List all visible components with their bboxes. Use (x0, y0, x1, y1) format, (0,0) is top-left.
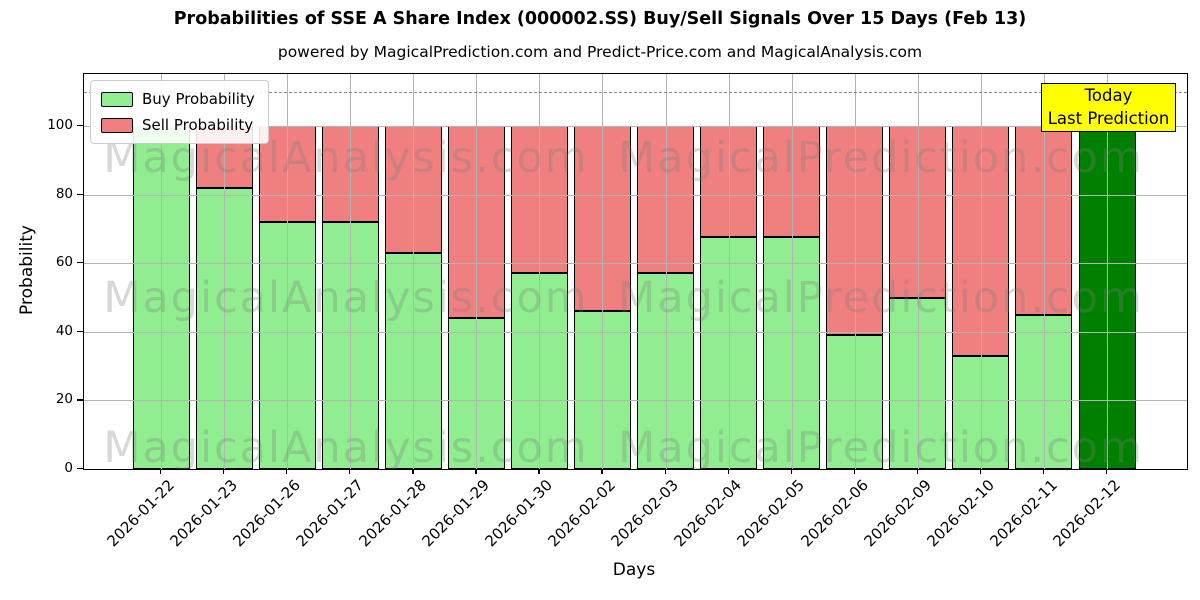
v-gridline (1043, 74, 1045, 469)
y-tick-mark (77, 399, 83, 401)
v-gridline (728, 74, 730, 469)
y-tick-label: 80 (55, 185, 73, 202)
x-tick-mark (601, 468, 603, 474)
v-gridline (602, 74, 604, 469)
h-gridline (84, 126, 1187, 127)
v-gridline (287, 74, 289, 469)
v-gridline (161, 74, 162, 469)
legend-label-buy: Buy Probability (142, 90, 255, 108)
legend-swatch-sell (101, 117, 133, 133)
watermark-text: MagicalPrediction.com (618, 423, 1144, 470)
watermark-text: MagicalPrediction.com (618, 273, 1144, 323)
x-tick-label-text: 2026-02-10 (923, 476, 998, 551)
x-tick-label-text: 2026-01-27 (292, 476, 367, 551)
v-gridline (476, 74, 478, 469)
h-gridline (84, 194, 1187, 196)
h-gridline (84, 263, 1187, 265)
chart-title: Probabilities of SSE A Share Index (0000… (173, 9, 1027, 29)
watermark-text: MagicalPrediction.com (618, 133, 1144, 183)
y-tick-mark (77, 468, 83, 470)
x-tick-mark (1106, 468, 1108, 474)
v-gridline (791, 74, 793, 469)
y-tick-mark (77, 330, 83, 333)
v-gridline (539, 74, 541, 469)
v-gridline (854, 74, 856, 469)
x-tick-mark (538, 468, 540, 474)
x-tick-mark (853, 468, 856, 474)
x-tick-mark (727, 468, 729, 474)
v-gridline (350, 74, 352, 469)
x-tick-mark (412, 468, 414, 474)
x-tick-mark (664, 468, 666, 474)
legend-item-sell: Sell Probability (101, 116, 255, 134)
legend-swatch-buy (101, 91, 133, 107)
h-gridline (84, 331, 1187, 333)
x-tick-mark (916, 468, 919, 474)
v-gridline (1107, 74, 1108, 469)
x-tick-label-text: 2026-02-02 (544, 476, 620, 551)
chart-subtitle: powered by MagicalPrediction.com and Pre… (277, 43, 923, 61)
x-tick-label-text: 2026-01-22 (103, 476, 178, 551)
v-gridline (917, 74, 919, 469)
x-tick-mark (979, 468, 982, 474)
y-tick-label: 40 (55, 322, 73, 339)
x-axis-label: Days (612, 560, 656, 580)
y-tick-label: 20 (55, 391, 73, 408)
legend-item-buy: Buy Probability (101, 90, 255, 108)
y-tick-mark (77, 193, 83, 195)
y-tick-label: 0 (64, 460, 73, 476)
x-tick-label-text: 2026-02-11 (986, 476, 1061, 551)
h-gridline (84, 469, 1187, 470)
legend: Buy Probability Sell Probability (90, 80, 269, 144)
y-tick-mark (77, 262, 83, 264)
x-tick-mark (160, 468, 162, 474)
x-tick-mark (790, 468, 792, 474)
watermark-text: MagicalAnalysis.com (103, 273, 589, 323)
x-tick-label-text: 2026-02-12 (1049, 476, 1124, 551)
x-tick-label-text: 2026-02-03 (607, 476, 683, 551)
h-gridline (84, 400, 1187, 402)
x-tick-label-text: 2026-02-05 (734, 476, 809, 551)
today-annotation-line1: Today (1084, 86, 1133, 106)
x-tick-mark (349, 468, 351, 474)
x-tick-label-text: 2026-01-26 (229, 476, 304, 551)
v-gridline (980, 74, 982, 469)
x-tick-label-text: 2026-01-23 (166, 476, 241, 551)
x-tick-mark (475, 468, 477, 474)
x-tick-label-text: 2026-01-30 (481, 476, 557, 551)
today-annotation-box: Today Last Prediction (1041, 83, 1176, 132)
v-gridline (224, 74, 226, 469)
x-tick-label-text: 2026-02-06 (797, 476, 872, 551)
x-tick-mark (1042, 468, 1045, 474)
y-tick-mark (77, 125, 83, 127)
x-tick-mark (286, 468, 288, 474)
x-tick-label-text: 2026-01-28 (355, 476, 430, 551)
plot-area: Buy Probability Sell Probability Today L… (83, 73, 1188, 470)
x-tick-mark (223, 468, 225, 474)
v-gridline (413, 74, 415, 469)
legend-label-sell: Sell Probability (142, 116, 254, 134)
y-tick-label: 100 (47, 117, 73, 133)
x-tick-label-text: 2026-01-29 (418, 476, 494, 551)
watermark-text: MagicalAnalysis.com (103, 423, 589, 470)
v-gridline (665, 74, 667, 469)
dashed-threshold-line (84, 91, 1187, 93)
today-annotation-line2: Last Prediction (1047, 108, 1170, 128)
y-tick-label: 60 (55, 254, 73, 271)
